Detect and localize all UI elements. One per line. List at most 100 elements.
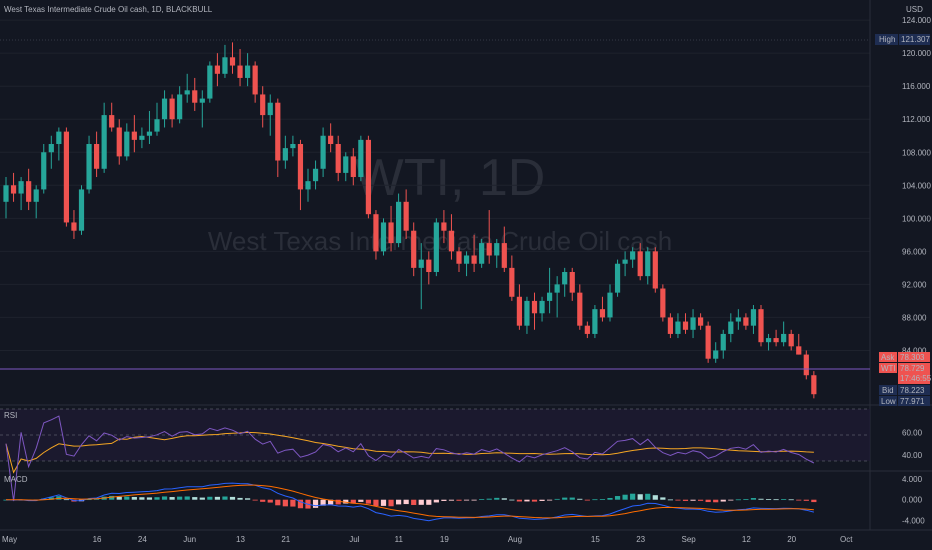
candle-body[interactable] <box>275 102 281 161</box>
candle-body[interactable] <box>297 144 304 190</box>
candle-body[interactable] <box>577 292 583 326</box>
candle-body[interactable] <box>584 325 590 334</box>
candle-body[interactable] <box>101 115 107 169</box>
candle-body[interactable] <box>479 243 485 264</box>
candle-body[interactable] <box>94 144 100 169</box>
candle-body[interactable] <box>41 152 47 190</box>
candle-body[interactable] <box>765 338 772 343</box>
candle-body[interactable] <box>282 148 288 161</box>
candle-body[interactable] <box>592 309 598 334</box>
candle-body[interactable] <box>713 350 719 359</box>
candle-body[interactable] <box>705 325 711 359</box>
candle-body[interactable] <box>667 317 673 334</box>
candle-body[interactable] <box>803 354 809 376</box>
candle-body[interactable] <box>773 338 779 343</box>
macd-pane-label[interactable]: MACD <box>4 475 28 484</box>
candle-body[interactable] <box>343 156 349 173</box>
candle-body[interactable] <box>426 259 432 272</box>
candle-body[interactable] <box>675 321 681 334</box>
candle-body[interactable] <box>18 181 24 194</box>
candle-body[interactable] <box>441 222 447 231</box>
candle-body[interactable] <box>388 222 394 244</box>
candle-body[interactable] <box>652 251 658 289</box>
candle-body[interactable] <box>539 300 545 314</box>
candle-body[interactable] <box>599 309 606 318</box>
candle-body[interactable] <box>418 259 424 268</box>
candle-body[interactable] <box>373 214 379 252</box>
candle-body[interactable] <box>637 251 643 277</box>
candle-body[interactable] <box>411 230 417 268</box>
candle-body[interactable] <box>811 375 817 395</box>
candle-body[interactable] <box>682 321 689 330</box>
rsi-indicator[interactable]: 40.00 60.00 <box>5 415 923 502</box>
candle-body[interactable] <box>222 57 228 74</box>
candle-body[interactable] <box>177 94 183 120</box>
candle-body[interactable] <box>192 90 198 103</box>
candle-body[interactable] <box>161 98 168 120</box>
candle-body[interactable] <box>547 292 553 301</box>
candle-body[interactable] <box>48 144 54 153</box>
candle-body[interactable] <box>501 243 507 268</box>
candle-body[interactable] <box>335 144 341 173</box>
candle-body[interactable] <box>750 309 757 326</box>
candle-body[interactable] <box>524 300 530 326</box>
candle-body[interactable] <box>71 222 77 231</box>
candle-body[interactable] <box>26 181 32 202</box>
candle-body[interactable] <box>448 230 455 252</box>
candle-body[interactable] <box>456 251 462 264</box>
candle-body[interactable] <box>614 263 621 293</box>
candle-body[interactable] <box>660 288 666 318</box>
candle-body[interactable] <box>184 90 190 95</box>
candle-body[interactable] <box>735 317 741 322</box>
candle-body[interactable] <box>396 201 402 244</box>
candle-body[interactable] <box>305 181 311 190</box>
candle-body[interactable] <box>237 65 243 78</box>
candle-body[interactable] <box>290 144 296 149</box>
candle-body[interactable] <box>78 189 85 231</box>
candle-body[interactable] <box>758 309 764 343</box>
candle-body[interactable] <box>139 135 145 140</box>
candle-body[interactable] <box>63 131 69 223</box>
candle-body[interactable] <box>33 189 39 202</box>
candle-body[interactable] <box>645 251 651 277</box>
candle-body[interactable] <box>3 185 9 202</box>
candlestick-series[interactable] <box>3 42 817 399</box>
candle-body[interactable] <box>10 185 17 194</box>
candle-body[interactable] <box>607 292 613 318</box>
candle-body[interactable] <box>86 144 92 190</box>
candle-body[interactable] <box>131 131 137 140</box>
candle-body[interactable] <box>109 115 115 128</box>
symbol-header[interactable]: West Texas Intermediate Crude Oil cash, … <box>4 5 213 14</box>
candle-body[interactable] <box>124 131 130 157</box>
candle-body[interactable] <box>531 300 538 314</box>
candle-body[interactable] <box>154 119 160 132</box>
candle-body[interactable] <box>562 272 568 285</box>
candle-body[interactable] <box>267 102 273 116</box>
candle-body[interactable] <box>199 98 205 103</box>
candle-body[interactable] <box>781 333 787 343</box>
candle-body[interactable] <box>207 65 213 99</box>
candle-body[interactable] <box>743 317 749 326</box>
price-axis[interactable]: 84.000 88.000 92.000 96.000 100.000 104.000 10… <box>902 16 931 355</box>
candle-body[interactable] <box>788 333 794 347</box>
candle-body[interactable] <box>403 201 409 231</box>
candle-body[interactable] <box>229 57 236 66</box>
candle-body[interactable] <box>146 131 153 136</box>
currency-label[interactable]: USD <box>906 5 923 14</box>
candle-body[interactable] <box>350 156 356 178</box>
candle-body[interactable] <box>116 127 122 157</box>
candle-body[interactable] <box>463 255 470 264</box>
candle-body[interactable] <box>516 296 522 326</box>
candle-body[interactable] <box>365 139 371 215</box>
candle-body[interactable] <box>380 222 387 252</box>
candle-body[interactable] <box>214 65 220 74</box>
candle-body[interactable] <box>796 346 802 355</box>
candle-body[interactable] <box>252 65 258 95</box>
candle-body[interactable] <box>554 284 560 293</box>
candle-body[interactable] <box>720 333 726 351</box>
candle-body[interactable] <box>169 98 175 120</box>
candle-body[interactable] <box>312 168 319 182</box>
candle-body[interactable] <box>260 94 266 116</box>
candle-body[interactable] <box>245 65 251 78</box>
